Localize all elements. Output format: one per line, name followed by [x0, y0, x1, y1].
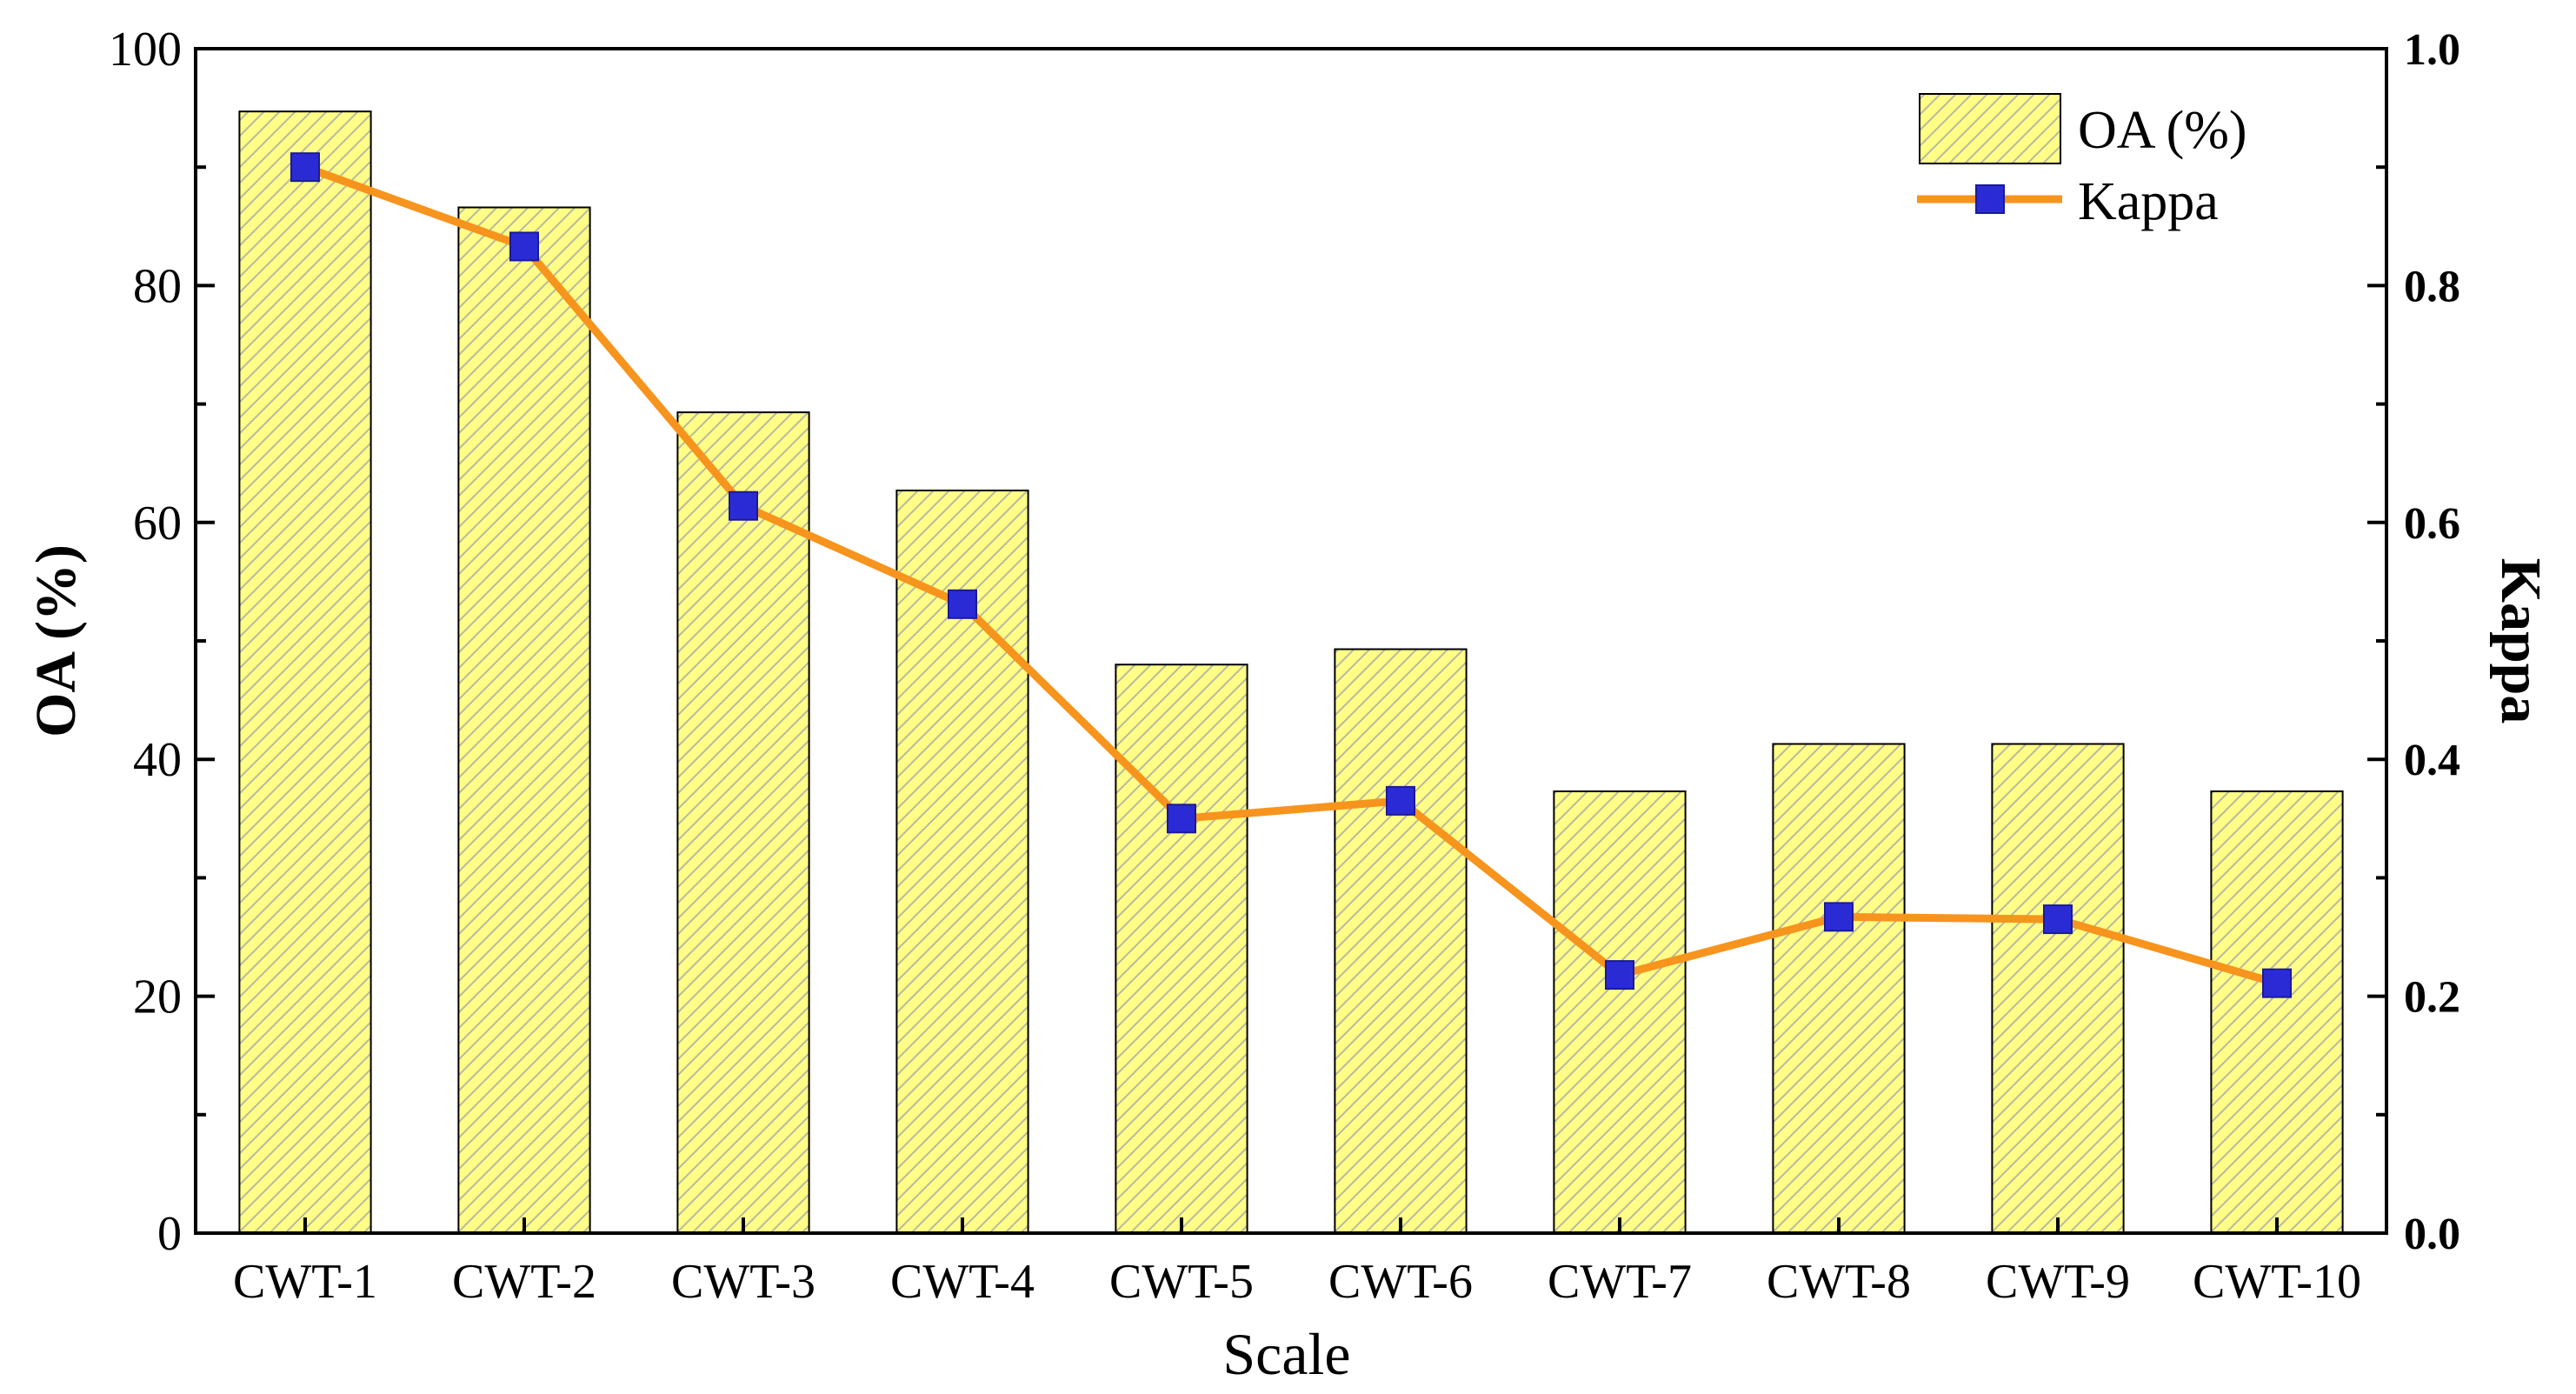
kappa-point-cwt-1 — [290, 152, 320, 183]
x-axis-title: Scale — [1222, 1321, 1350, 1387]
right-tick-label: 1.0 — [2404, 25, 2460, 75]
legend-kappa-marker — [1975, 184, 2005, 214]
x-tick-label: CWT-6 — [1328, 1255, 1473, 1309]
kappa-point-cwt-2 — [509, 231, 539, 262]
kappa-point-cwt-8 — [1824, 902, 1854, 932]
x-tick-label: CWT-10 — [2193, 1255, 2361, 1309]
y2-axis-title: Kappa — [2489, 558, 2553, 724]
left-tick-label: 0 — [157, 1207, 182, 1261]
x-tick-label: CWT-7 — [1548, 1255, 1692, 1309]
right-tick-label: 0.6 — [2404, 499, 2460, 549]
kappa-line-layer — [290, 152, 2292, 998]
x-tick-label: CWT-2 — [452, 1255, 596, 1309]
bar-cwt-6 — [1334, 648, 1468, 1234]
x-tick-label: CWT-1 — [233, 1255, 377, 1309]
kappa-series-line — [301, 163, 2281, 988]
kappa-point-cwt-4 — [948, 589, 977, 619]
right-tick-label: 0.4 — [2404, 736, 2460, 785]
left-tick-label: 20 — [133, 970, 182, 1024]
y-axis-title: OA (%) — [24, 544, 88, 737]
right-axis: 0.0 0.2 0.4 0.6 0.8 1.0 — [2367, 25, 2460, 1259]
kappa-point-cwt-10 — [2262, 968, 2292, 998]
left-tick-label: 40 — [133, 733, 182, 787]
right-tick-label: 0.2 — [2404, 973, 2460, 1023]
bar-cwt-10 — [2210, 790, 2344, 1234]
legend: OA (%) Kappa — [1917, 93, 2247, 231]
left-tick-label: 100 — [109, 23, 182, 77]
legend-kappa-label: Kappa — [2078, 172, 2219, 231]
bar-cwt-8 — [1772, 743, 1906, 1234]
bar-cwt-9 — [1991, 743, 2125, 1234]
kappa-point-cwt-3 — [729, 490, 758, 521]
kappa-point-cwt-7 — [1605, 960, 1634, 990]
left-tick-label: 80 — [133, 259, 182, 313]
bars-layer — [238, 110, 2344, 1235]
x-tick-label: CWT-4 — [890, 1255, 1035, 1309]
x-tick-label: CWT-9 — [1986, 1255, 2130, 1309]
right-tick-label: 0.8 — [2404, 262, 2460, 311]
bar-cwt-2 — [457, 206, 591, 1234]
left-tick-label: 60 — [133, 497, 182, 550]
x-tick-label: CWT-5 — [1109, 1255, 1254, 1309]
kappa-point-cwt-5 — [1167, 804, 1196, 834]
left-axis: 0 20 40 60 80 100 — [109, 23, 215, 1261]
kappa-point-cwt-9 — [2043, 904, 2073, 935]
x-axis: CWT-1 CWT-2 CWT-3 CWT-4 CWT-5 CWT-6 CWT-7 CWT-8… — [233, 1217, 2361, 1309]
bar-cwt-1 — [238, 110, 372, 1234]
x-tick-label: CWT-3 — [671, 1255, 815, 1309]
kappa-point-cwt-6 — [1386, 785, 1415, 816]
right-tick-label: 0.0 — [2404, 1210, 2460, 1259]
x-tick-label: CWT-8 — [1767, 1255, 1911, 1309]
bar-cwt-3 — [676, 411, 810, 1235]
bar-cwt-7 — [1553, 790, 1687, 1234]
legend-oa-swatch — [1919, 93, 2061, 164]
legend-oa-label: OA (%) — [2078, 101, 2247, 160]
bar-cwt-5 — [1115, 664, 1248, 1234]
